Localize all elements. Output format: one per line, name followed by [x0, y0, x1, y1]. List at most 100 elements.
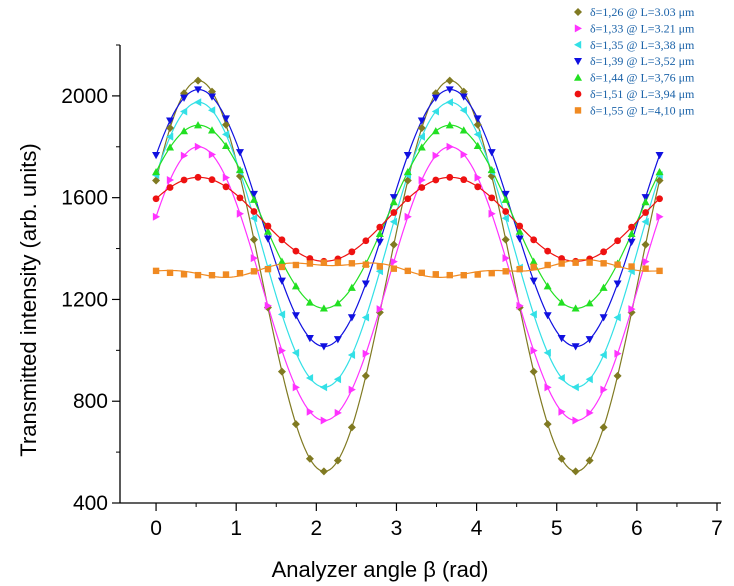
- data-point-2: [613, 313, 621, 322]
- data-point-2: [459, 106, 467, 115]
- x-tick-label: 7: [711, 517, 723, 540]
- data-point-4: [263, 227, 272, 235]
- data-point-1: [558, 407, 566, 416]
- data-point-0: [501, 235, 510, 244]
- data-point-5: [348, 248, 356, 256]
- data-point-1: [586, 408, 594, 417]
- data-point-3: [166, 117, 175, 125]
- data-point-1: [460, 150, 468, 159]
- data-point-1: [432, 151, 440, 160]
- data-point-5: [306, 255, 314, 262]
- data-point-4: [291, 282, 300, 290]
- data-point-1: [530, 346, 538, 355]
- data-point-4: [445, 121, 454, 129]
- data-point-4: [389, 197, 398, 206]
- data-point-2: [599, 351, 607, 360]
- data-point-3: [319, 343, 328, 351]
- data-point-5: [208, 176, 216, 184]
- data-point-0: [361, 371, 370, 380]
- data-point-1: [446, 142, 454, 151]
- data-point-6: [362, 261, 370, 268]
- data-point-6: [544, 261, 551, 269]
- data-point-5: [250, 208, 258, 215]
- data-point-6: [264, 265, 272, 273]
- data-point-1: [418, 175, 426, 184]
- data-point-3: [361, 280, 370, 288]
- data-point-0: [473, 120, 482, 129]
- data-point-2: [585, 375, 593, 384]
- data-point-5: [502, 208, 510, 215]
- data-point-5: [390, 209, 398, 216]
- x-tick-label: 1: [230, 517, 242, 540]
- data-point-5: [628, 223, 635, 231]
- data-point-3: [655, 152, 664, 160]
- data-point-4: [194, 121, 203, 129]
- data-point-2: [221, 130, 230, 139]
- data-point-1: [152, 212, 161, 221]
- data-point-6: [446, 271, 453, 279]
- data-point-5: [264, 222, 272, 230]
- data-point-6: [166, 269, 174, 277]
- legend-label-1: δ=1,33 @ L=3.21 μm: [590, 21, 695, 35]
- data-point-5: [236, 194, 244, 202]
- data-point-2: [333, 375, 342, 384]
- data-point-1: [180, 151, 189, 160]
- data-point-5: [404, 195, 412, 203]
- data-point-0: [319, 467, 328, 476]
- x-tick-label: 2: [310, 517, 322, 540]
- data-point-6: [460, 272, 467, 279]
- data-point-2: [249, 214, 258, 223]
- legend-marker-6: [574, 107, 582, 114]
- fit-line-0: [155, 80, 661, 473]
- data-point-1: [320, 416, 328, 425]
- y-axis-title: Transmitted intensity (arb. units): [16, 143, 41, 456]
- data-point-4: [627, 229, 636, 238]
- data-point-3: [221, 115, 230, 123]
- data-point-6: [390, 265, 398, 272]
- data-point-0: [613, 371, 622, 380]
- data-point-6: [348, 260, 356, 267]
- data-point-2: [208, 106, 216, 115]
- data-point-5: [614, 237, 621, 245]
- data-point-6: [320, 259, 328, 266]
- data-point-6: [404, 267, 412, 275]
- data-point-1: [404, 212, 412, 221]
- data-point-4: [235, 165, 244, 174]
- data-point-3: [403, 152, 412, 160]
- data-point-5: [180, 176, 188, 184]
- data-point-5: [432, 176, 440, 184]
- data-point-2: [166, 132, 174, 141]
- data-point-6: [222, 271, 230, 278]
- data-point-4: [515, 227, 524, 235]
- data-point-1: [306, 407, 314, 416]
- legend-label-6: δ=1,55 @ L=4,10 μm: [590, 103, 695, 117]
- data-point-3: [194, 86, 203, 94]
- data-point-1: [250, 254, 258, 263]
- data-point-5: [362, 237, 370, 245]
- data-point-3: [389, 194, 398, 202]
- data-point-6: [376, 263, 384, 270]
- data-point-2: [417, 132, 425, 141]
- data-point-1: [516, 301, 524, 310]
- data-point-3: [641, 194, 650, 202]
- data-point-3: [459, 93, 468, 101]
- data-point-1: [600, 385, 608, 394]
- data-point-5: [194, 173, 202, 181]
- data-point-1: [614, 349, 622, 358]
- data-point-0: [641, 240, 650, 249]
- data-point-1: [264, 301, 272, 310]
- data-point-0: [655, 176, 664, 185]
- data-point-2: [473, 130, 481, 139]
- data-point-2: [529, 310, 537, 319]
- data-point-5: [530, 236, 538, 244]
- data-point-4: [249, 195, 258, 203]
- x-tick-label: 4: [471, 517, 483, 540]
- fit-line-1: [155, 146, 661, 422]
- data-point-2: [389, 217, 398, 226]
- data-point-3: [291, 312, 300, 320]
- x-axis-title: Analyzer angle β (rad): [272, 557, 489, 582]
- data-point-1: [208, 150, 217, 159]
- data-point-3: [599, 314, 608, 322]
- data-point-3: [571, 343, 580, 351]
- data-point-6: [306, 260, 314, 267]
